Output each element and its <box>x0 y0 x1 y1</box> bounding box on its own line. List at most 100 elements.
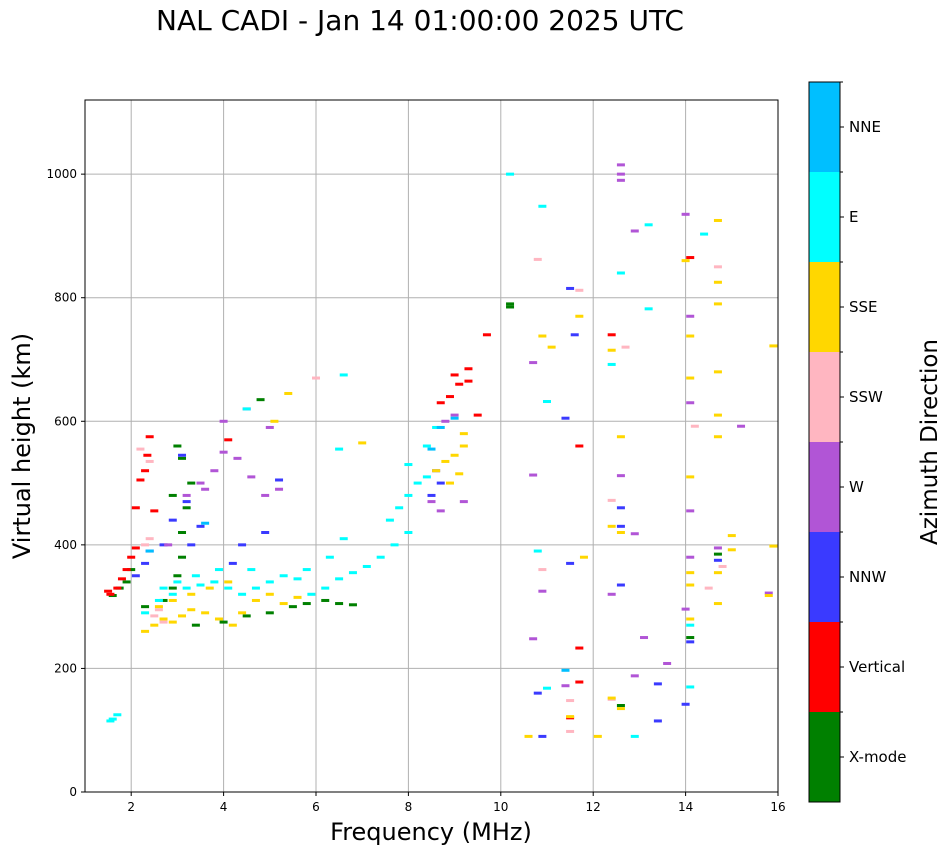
data-point <box>228 623 237 627</box>
data-point <box>681 212 690 216</box>
data-point <box>455 382 464 386</box>
data-point <box>173 580 182 584</box>
data-point <box>441 459 450 463</box>
data-point <box>293 595 302 599</box>
data-point <box>150 509 159 513</box>
data-point <box>358 441 367 445</box>
data-point <box>616 506 625 510</box>
data-point <box>547 345 556 349</box>
data-point <box>681 259 690 263</box>
data-point <box>182 506 191 510</box>
data-point <box>131 546 140 550</box>
data-point <box>247 475 256 479</box>
data-point <box>506 302 515 306</box>
data-point <box>141 469 150 473</box>
data-point <box>506 305 515 309</box>
data-point <box>713 602 722 606</box>
data-point <box>265 580 274 584</box>
data-point <box>713 218 722 222</box>
data-point <box>182 493 191 497</box>
data-point <box>178 453 187 457</box>
data-point <box>182 500 191 504</box>
data-point <box>644 223 653 227</box>
data-point <box>616 531 625 534</box>
data-point <box>663 661 672 665</box>
data-point <box>182 586 191 590</box>
data-point <box>450 453 459 457</box>
series-w <box>164 163 773 688</box>
data-point <box>543 400 551 404</box>
data-point <box>168 592 177 596</box>
data-point <box>279 574 288 578</box>
data-point <box>653 719 662 723</box>
data-point <box>178 456 187 460</box>
data-point <box>302 602 311 606</box>
colorbar-label-sse: SSE <box>849 298 878 316</box>
data-point <box>686 314 695 318</box>
data-point <box>681 702 690 706</box>
colorbar-label-ssw: SSW <box>849 388 883 406</box>
data-point <box>713 413 722 417</box>
data-point <box>145 435 154 439</box>
data-point <box>575 314 584 318</box>
y-tick-label: 800 <box>54 291 77 305</box>
data-point <box>293 577 302 581</box>
data-point <box>279 602 288 606</box>
y-tick-label: 1000 <box>46 167 77 181</box>
data-point <box>713 552 722 556</box>
data-point <box>145 459 154 463</box>
data-point <box>575 444 584 448</box>
data-point <box>348 571 357 575</box>
data-point <box>154 605 163 609</box>
data-point <box>607 498 616 502</box>
series-nnw <box>131 286 722 738</box>
data-point <box>607 524 616 528</box>
data-point <box>561 684 570 688</box>
data-point <box>686 334 695 338</box>
data-point <box>339 373 348 377</box>
data-point <box>150 623 159 627</box>
data-point <box>312 376 320 380</box>
data-point <box>404 493 413 497</box>
x-tick-label: 2 <box>127 800 135 814</box>
data-point <box>630 734 639 738</box>
data-point <box>459 500 468 504</box>
x-tick-label: 14 <box>678 800 693 814</box>
data-point <box>538 734 547 738</box>
data-point <box>529 361 538 365</box>
data-point <box>219 620 228 624</box>
colorbar-label-e: E <box>849 208 858 226</box>
x-axis-label: Frequency (MHz) <box>330 818 532 846</box>
data-point <box>224 580 233 584</box>
data-point <box>561 668 570 672</box>
data-point <box>575 646 584 650</box>
data-point <box>593 734 602 738</box>
data-point <box>348 603 357 607</box>
data-point <box>154 608 163 612</box>
data-point <box>737 424 746 428</box>
data-point <box>187 592 196 596</box>
data-point <box>233 456 242 460</box>
series-nne <box>145 416 570 672</box>
data-point <box>422 475 431 479</box>
data-point <box>173 444 182 448</box>
data-point <box>713 546 722 550</box>
x-tick-label: 12 <box>586 800 601 814</box>
data-point <box>224 586 233 590</box>
data-point <box>413 481 422 485</box>
data-point <box>127 555 136 559</box>
data-point <box>196 481 205 485</box>
data-point <box>686 509 695 513</box>
data-point <box>561 416 570 420</box>
data-point <box>538 204 547 208</box>
data-point <box>459 432 468 436</box>
data-point <box>122 568 131 572</box>
data-point <box>566 699 575 703</box>
data-point <box>450 416 459 420</box>
data-point <box>533 691 542 695</box>
data-point <box>242 407 251 411</box>
data-point <box>450 373 459 377</box>
data-point <box>713 265 722 269</box>
data-point <box>464 379 473 383</box>
data-point <box>395 506 404 510</box>
